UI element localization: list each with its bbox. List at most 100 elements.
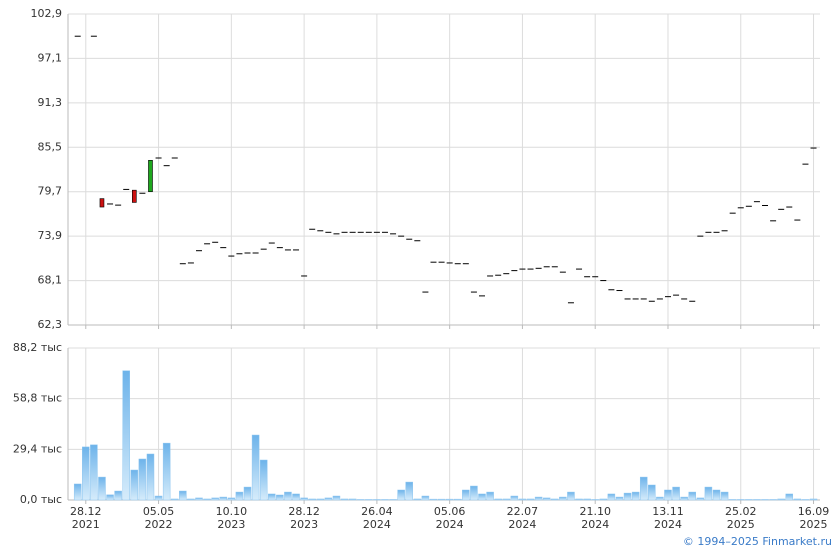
volume-bar: [421, 495, 430, 501]
volume-bar: [268, 493, 276, 501]
x-tick-label: 16.09: [798, 505, 830, 518]
volume-bar: [235, 491, 244, 501]
volume-bar: [373, 499, 381, 501]
volume-bar: [170, 498, 179, 501]
volume-bar: [429, 498, 438, 501]
y-tick-label: 58,8 тыс: [13, 392, 62, 405]
volume-bar: [179, 490, 187, 501]
volume-bar: [340, 498, 349, 501]
volume-bar: [332, 495, 341, 501]
candle: [99, 198, 105, 208]
volume-bar: [203, 498, 211, 501]
volume-bar: [761, 499, 769, 501]
volume-bar: [73, 483, 82, 501]
y-tick-label: 85,5: [38, 140, 63, 153]
volume-bar: [389, 499, 397, 501]
volume-bar: [599, 498, 608, 501]
volume-bar: [680, 496, 688, 501]
volume-bar: [648, 484, 656, 501]
volume-bar: [785, 493, 794, 501]
volume-bar: [583, 498, 591, 501]
x-tick-label: 22.07: [507, 505, 539, 518]
volume-bar: [106, 494, 114, 501]
volume-bar: [745, 499, 753, 501]
volume-bar: [154, 495, 163, 501]
volume-bar: [696, 497, 705, 501]
volume-bar: [130, 469, 139, 501]
volume-bar: [445, 498, 454, 501]
volume-bar: [502, 498, 511, 501]
volume-bar: [243, 486, 252, 501]
volume-bar: [639, 476, 648, 501]
volume-bar: [251, 434, 260, 501]
volume-bar: [308, 498, 316, 501]
volume-bar: [494, 498, 502, 501]
y-tick-label: 29,4 тыс: [13, 442, 62, 455]
y-tick-label: 79,7: [38, 185, 63, 198]
volume-bar: [292, 493, 300, 501]
volume-bar: [259, 459, 268, 501]
volume-bar: [324, 497, 333, 501]
volume-bar: [98, 476, 106, 501]
x-tick-label: 26.04: [361, 505, 393, 518]
x-tick-label: 28.12: [70, 505, 102, 518]
volume-bar: [769, 499, 777, 501]
volume-bar: [227, 497, 236, 501]
y-tick-label: 62,3: [38, 318, 63, 331]
y-tick-label: 73,9: [38, 229, 63, 242]
volume-bar: [591, 499, 599, 501]
volume-bar: [688, 491, 696, 501]
volume-bar: [793, 498, 802, 501]
volume-bar: [348, 498, 357, 501]
volume-bar: [90, 444, 98, 501]
volume-bar: [631, 491, 640, 501]
volume-bar: [656, 496, 664, 501]
volume-bar: [737, 499, 745, 501]
volume-bar: [300, 497, 308, 501]
volume-bar: [777, 498, 785, 501]
volume-bar: [381, 499, 389, 501]
volume-bar: [809, 498, 818, 501]
volume-bar: [284, 491, 292, 501]
volume-bar: [397, 489, 405, 501]
volume-bar: [82, 446, 90, 501]
volume-bar: [122, 370, 130, 501]
x-tick-year: 2025: [727, 518, 755, 531]
volume-bar: [114, 490, 122, 501]
y-tick-label: 91,3: [38, 96, 63, 109]
volume-bar: [728, 499, 737, 501]
y-tick-label: 102,9: [31, 7, 63, 20]
x-tick-label: 28.12: [288, 505, 320, 518]
volume-bar: [567, 491, 575, 501]
volume-bar: [559, 496, 567, 501]
volume-bar: [437, 498, 446, 501]
volume-bar: [534, 496, 543, 501]
volume-bar: [316, 498, 325, 501]
volume-bar: [575, 498, 583, 501]
volume-bar: [753, 499, 761, 501]
y-tick-label: 68,1: [38, 274, 63, 287]
x-tick-label: 25.02: [725, 505, 757, 518]
volume-bar: [162, 442, 171, 501]
candle: [148, 160, 153, 193]
volume-bar: [138, 458, 147, 501]
volume-bar: [462, 489, 470, 501]
volume-bar: [146, 453, 155, 501]
x-tick-year: 2022: [145, 518, 173, 531]
volume-bar: [551, 498, 559, 501]
x-tick-year: 2024: [436, 518, 464, 531]
volume-bar: [195, 497, 203, 501]
volume-bar: [623, 492, 632, 501]
copyright[interactable]: © 1994–2025 Finmarket.ru: [683, 535, 832, 548]
volume-bar: [704, 486, 713, 501]
volume-bar: [542, 497, 551, 501]
volume-bar: [413, 498, 422, 501]
volume-bar: [470, 485, 478, 501]
x-tick-year: 2024: [363, 518, 391, 531]
x-tick-year: 2024: [654, 518, 682, 531]
volume-bar: [672, 486, 680, 501]
y-tick-label: 88,2 тыс: [13, 341, 62, 354]
volume-bar: [526, 498, 535, 501]
x-tick-label: 05.06: [434, 505, 466, 518]
